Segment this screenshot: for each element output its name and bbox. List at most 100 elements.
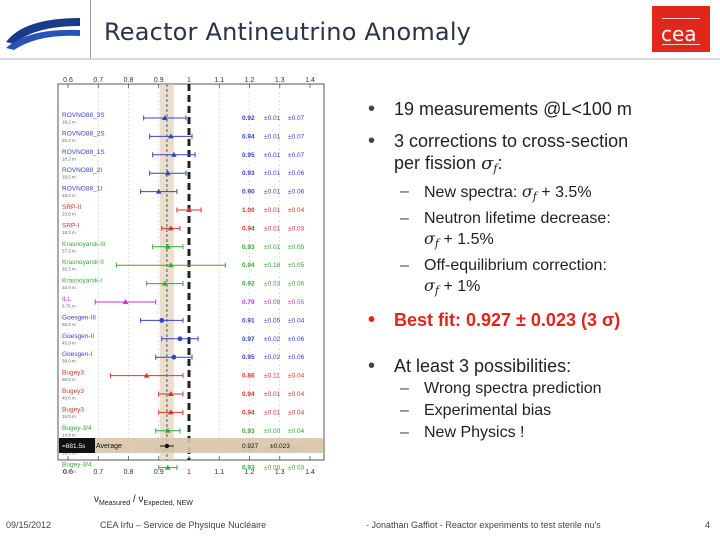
data-point	[143, 372, 150, 378]
experiment-distance: 38.0 m	[62, 359, 76, 364]
data-point	[165, 464, 171, 470]
top-tick-label: 1.4	[305, 77, 315, 84]
bottom-tick-label: 1	[187, 469, 191, 476]
experiment-label: SRP-I	[62, 222, 80, 229]
data-point	[162, 115, 168, 120]
top-tick-label: 1.1	[214, 77, 224, 84]
stat-error: ±0.01	[264, 225, 281, 232]
data-point	[186, 207, 192, 212]
ratio-value: 0.90	[242, 189, 255, 196]
data-point	[168, 225, 174, 231]
stat-error: ±0.01	[264, 207, 281, 214]
sys-error: ±0.07	[288, 152, 305, 159]
legend-box-label: =881.5s	[62, 443, 86, 450]
stat-error: ±0.01	[264, 189, 281, 196]
top-tick-label: 1.2	[245, 77, 255, 84]
average-row-bg	[59, 438, 323, 453]
experiment-label: SRP-II	[62, 204, 81, 211]
stat-error: ±0.02	[264, 354, 281, 361]
experiment-distance: 92.3 m	[62, 267, 76, 272]
x-axis-label: νMeasured / νExpected, NEW	[94, 494, 193, 507]
experiment-distance: 18.0 m	[62, 193, 76, 198]
data-point	[155, 188, 162, 194]
experiment-distance: 18.2 m	[62, 156, 76, 161]
stat-error: ±0.01	[264, 133, 281, 140]
ratio-value: 0.93	[242, 428, 255, 435]
experiment-distance: 18.2 m	[62, 120, 76, 125]
stat-error: ±0.01	[264, 170, 281, 177]
bullet-best-fit: Best fit: 0.927 ± 0.023 (3 σ)	[364, 309, 714, 331]
experiment-distance: 40.0 m	[62, 396, 76, 401]
stat-error: ±0.01	[264, 409, 281, 416]
top-tick-label: 0.8	[124, 77, 134, 84]
sub-off-equilibrium: Off-equilibrium correction: σf + 1%	[364, 256, 714, 301]
data-point	[168, 133, 174, 139]
cea-logo: cea	[652, 6, 710, 52]
experiment-label: Bugey-3/4	[62, 425, 92, 432]
stat-error: ±0.05	[264, 317, 281, 324]
ratio-value: 0.92	[242, 115, 255, 122]
ratio-value: 0.94	[242, 225, 255, 232]
legend-box	[59, 438, 95, 453]
sys-error: ±0.06	[288, 354, 305, 361]
sys-error: ±0.06	[288, 281, 305, 288]
experiment-label: ROVNO88_2I	[62, 167, 102, 174]
sys-error: ±0.04	[288, 207, 305, 214]
top-tick-label: 0.7	[93, 77, 103, 84]
experiment-label: Krasnoyarsk-II	[62, 259, 104, 266]
bottom-tick-label: 0.8	[124, 469, 134, 476]
bottom-tick-label: 0.6	[63, 469, 73, 476]
experiment-distance: 95.0 m	[62, 377, 76, 382]
bullet-list: 19 measurements @L<100 m 3 corrections t…	[364, 98, 714, 445]
data-point	[171, 151, 177, 157]
experiment-distance: 25.2 m	[62, 138, 76, 143]
sys-error: ±0.03	[288, 465, 305, 472]
sys-error: ±0.05	[288, 244, 305, 251]
bottom-tick-label: 1.4	[305, 469, 315, 476]
ratio-value: 0.93	[242, 465, 255, 472]
experiment-label: ROVNO88_3S	[62, 112, 105, 119]
ratio-value: 0.93	[242, 170, 255, 177]
experiment-distance: 33.0 m	[62, 285, 76, 290]
footer-date: 09/15/2012	[6, 520, 52, 530]
sys-error: ±0.04	[288, 391, 305, 398]
bottom-tick-label: 1.1	[214, 469, 224, 476]
sub-neutron-lifetime: Neutron lifetime decrease: σf + 1.5%	[364, 209, 714, 254]
experiment-label: Goesgen-I	[62, 351, 93, 358]
average-error: ±0.023	[270, 443, 290, 450]
institute-logo	[4, 12, 82, 52]
possibility-item: Experimental bias	[364, 401, 714, 421]
experiment-distance: 57.3 m	[62, 248, 76, 253]
experiment-label: Bugey3	[62, 388, 84, 395]
sys-error: ±0.06	[288, 170, 305, 177]
ratio-value: 0.94	[242, 391, 255, 398]
possibility-item: New Physics !	[364, 423, 714, 443]
experiment-label: ROVNO88_1I	[62, 186, 102, 193]
experiment-distance: 18.0 m	[62, 451, 76, 456]
experiment-distance: 8.76 m	[62, 304, 76, 309]
experiment-label: ILL	[62, 296, 71, 303]
data-point	[165, 170, 171, 176]
ratio-value: 0.91	[242, 317, 255, 324]
experiment-label: Bugey3	[62, 406, 84, 413]
average-label: Average	[96, 443, 122, 450]
experiment-distance: 18.5 m	[62, 175, 76, 180]
experiment-label: Goesgen-III	[62, 314, 96, 321]
sys-error: ±0.04	[288, 409, 305, 416]
footer-talk-title: - Jonathan Gaffiot - Reactor experiments…	[366, 520, 601, 530]
sys-error: ±0.06	[288, 336, 305, 343]
bullet-possibilities: At least 3 possibilities:	[364, 355, 714, 377]
data-point	[168, 391, 174, 396]
plot-frame	[57, 83, 325, 461]
stat-error: ±0.01	[264, 152, 281, 159]
ratio-value: 1.00	[242, 207, 255, 214]
experiment-distance: 65.0 m	[62, 322, 76, 327]
ratio-value: 0.97	[242, 336, 255, 343]
sys-error: ±0.04	[288, 428, 305, 435]
possibility-item: Wrong spectra prediction	[364, 379, 714, 399]
sys-error: ±0.04	[288, 317, 305, 324]
ratio-value: 0.92	[242, 281, 255, 288]
ratio-value: 0.94	[242, 409, 255, 416]
bottom-tick-label: 1.2	[245, 469, 255, 476]
header-divider	[90, 0, 91, 58]
